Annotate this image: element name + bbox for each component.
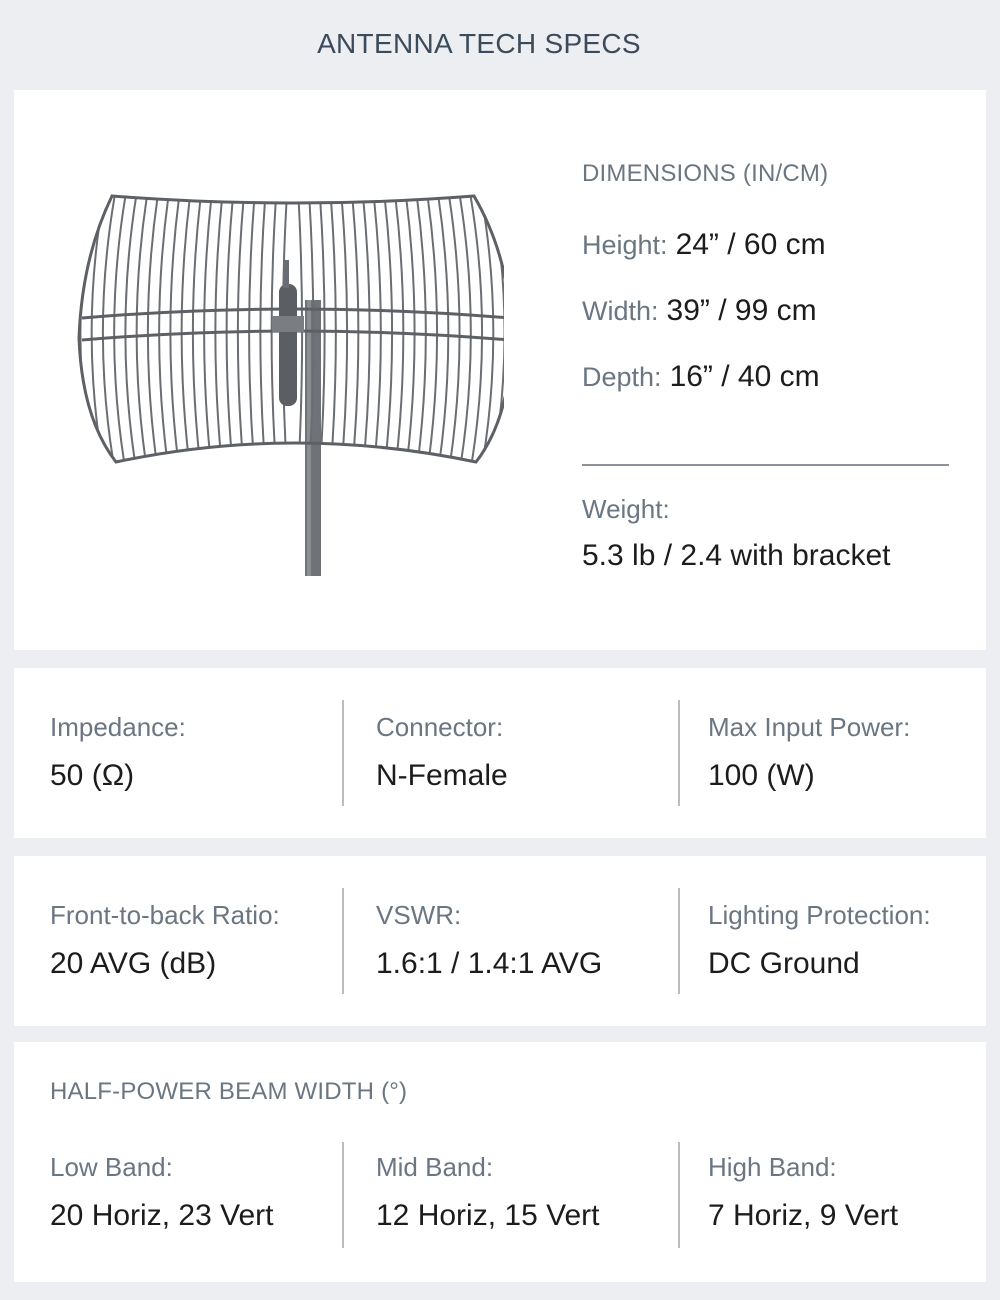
spec-low-band: Low Band: 20 Horiz, 23 Vert <box>50 1152 273 1233</box>
spec-impedance: Impedance: 50 (Ω) <box>50 712 186 793</box>
spec-lighting-protection: Lighting Protection: DC Ground <box>708 900 931 981</box>
spec-mid-band: Mid Band: 12 Horiz, 15 Vert <box>376 1152 599 1233</box>
dimensions-section: DIMENSIONS (IN/CM) Height: 24” / 60 cm W… <box>582 160 962 426</box>
spec-label: High Band: <box>708 1152 837 1182</box>
dimension-row-height: Height: 24” / 60 cm <box>582 228 962 294</box>
spec-connector: Connector: N-Female <box>376 712 508 793</box>
spec-label: Max Input Power: <box>708 712 911 742</box>
weight-block: Weight: 5.3 lb / 2.4 with bracket <box>582 494 891 573</box>
weight-label: Weight: <box>582 494 670 524</box>
weight-value: 5.3 lb / 2.4 with bracket <box>582 539 891 572</box>
spec-label: Front-to-back Ratio: <box>50 900 280 930</box>
spec-value: 100 (W) <box>708 759 815 792</box>
height-label: Height: <box>582 230 668 260</box>
page-title: ANTENNA TECH SPECS <box>317 28 641 59</box>
dimensions-heading: DIMENSIONS (IN/CM) <box>582 160 829 187</box>
column-divider <box>678 1142 680 1248</box>
column-divider <box>678 700 680 806</box>
beam-width-card: HALF-POWER BEAM WIDTH (°) Low Band: 20 H… <box>14 1042 986 1282</box>
width-label: Width: <box>582 296 659 326</box>
dimensions-divider <box>582 464 949 466</box>
spec-label: Low Band: <box>50 1152 173 1182</box>
spec-value: 20 AVG (dB) <box>50 947 217 980</box>
dimension-row-width: Width: 39” / 99 cm <box>582 294 962 360</box>
spec-label: Mid Band: <box>376 1152 494 1182</box>
height-value: 24” / 60 cm <box>675 228 826 261</box>
spec-vswr: VSWR: 1.6:1 / 1.4:1 AVG <box>376 900 602 981</box>
spec-value: 12 Horiz, 15 Vert <box>376 1199 600 1232</box>
width-value: 39” / 99 cm <box>666 294 817 327</box>
column-divider <box>678 888 680 994</box>
spec-label: Connector: <box>376 712 504 742</box>
spec-label: Lighting Protection: <box>708 900 931 930</box>
performance-specs-card: Front-to-back Ratio: 20 AVG (dB) VSWR: 1… <box>14 856 986 1026</box>
beam-width-heading: HALF-POWER BEAM WIDTH (°) <box>50 1078 408 1105</box>
column-divider <box>342 888 344 994</box>
spec-value: 7 Horiz, 9 Vert <box>708 1199 899 1232</box>
spec-high-band: High Band: 7 Horiz, 9 Vert <box>708 1152 898 1233</box>
spec-value: 50 (Ω) <box>50 759 135 792</box>
spec-value: DC Ground <box>708 947 860 980</box>
spec-label: Impedance: <box>50 712 186 742</box>
spec-front-to-back-ratio: Front-to-back Ratio: 20 AVG (dB) <box>50 900 280 981</box>
electrical-specs-card: Impedance: 50 (Ω) Connector: N-Female Ma… <box>14 668 986 838</box>
spec-label: VSWR: <box>376 900 462 930</box>
grid-antenna-image <box>77 194 504 576</box>
spec-value: N-Female <box>376 759 508 792</box>
dimensions-card: DIMENSIONS (IN/CM) Height: 24” / 60 cm W… <box>14 90 986 650</box>
depth-label: Depth: <box>582 362 662 392</box>
spec-value: 1.6:1 / 1.4:1 AVG <box>376 947 603 980</box>
depth-value: 16” / 40 cm <box>669 360 820 393</box>
column-divider <box>342 700 344 806</box>
column-divider <box>342 1142 344 1248</box>
spec-max-input-power: Max Input Power: 100 (W) <box>708 712 910 793</box>
dimension-row-depth: Depth: 16” / 40 cm <box>582 360 962 426</box>
spec-value: 20 Horiz, 23 Vert <box>50 1199 274 1232</box>
